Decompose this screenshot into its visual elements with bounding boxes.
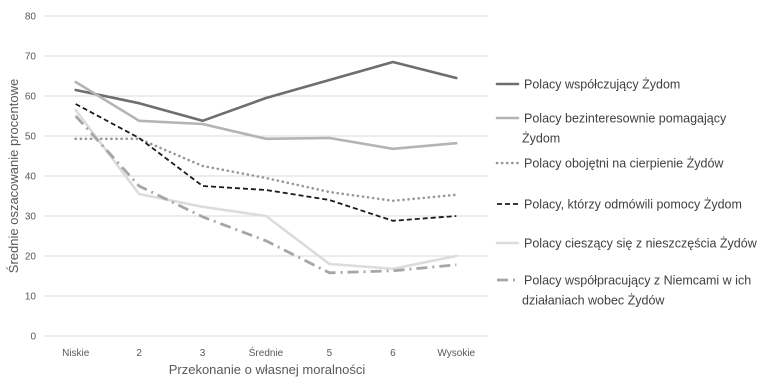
y-axis-title: Średnie oszacowanie procentowe: [6, 79, 21, 273]
legend-label: Polacy współczujący Żydom: [524, 78, 680, 92]
x-tick-label: Niskie: [62, 348, 90, 359]
y-tick-labels: 0 10 20 30 40 50 60 70 80: [25, 12, 37, 343]
legend-item: Polacy współczujący Żydom: [495, 78, 680, 92]
legend: Polacy współczujący Żydom Polacy bezinter…: [495, 78, 758, 308]
legend-label: Polacy bezinteresownie pomagający Żydom: [522, 112, 727, 146]
series-line-4: [75, 103, 457, 222]
y-tick-label: 30: [25, 212, 37, 223]
y-tick-label: 70: [25, 52, 37, 63]
x-tick-label: 6: [390, 348, 396, 359]
legend-item: Polacy bezinteresownie pomagający Żydom: [495, 112, 727, 146]
x-tick-label: 2: [136, 348, 142, 359]
series-line-5: [74, 108, 458, 271]
x-tick-label: 5: [327, 348, 333, 359]
y-tick-label: 80: [25, 12, 37, 23]
x-tick-label: 3: [200, 348, 206, 359]
x-tick-labels: Niskie 2 3 Średnie 5 6 Wysokie: [62, 346, 475, 359]
y-tick-label: 10: [25, 292, 37, 303]
series-line-6: [74, 115, 457, 275]
y-tick-label: 50: [25, 132, 37, 143]
gridlines: [44, 15, 488, 337]
y-tick-label: 60: [25, 92, 37, 103]
legend-label: Polacy współpracujący z Niemcami w ich dz…: [522, 274, 751, 308]
legend-item: Polacy współpracujący z Niemcami w ich dz…: [497, 274, 751, 308]
legend-label: Polacy obojętni na cierpienie Żydów: [524, 157, 724, 171]
legend-item: Polacy obojętni na cierpienie Żydów: [495, 157, 724, 171]
series-line-1: [74, 60, 458, 123]
y-tick-label: 20: [25, 252, 37, 263]
series-lines: [74, 60, 458, 275]
y-tick-label: 40: [25, 172, 37, 183]
legend-label: Polacy cieszący się z nieszczęścia Żydów: [524, 237, 758, 251]
x-axis-title: Przekonanie o własnej moralności: [169, 362, 366, 377]
legend-label: Polacy, którzy odmówili pomocy Żydom: [524, 198, 742, 212]
legend-item: Polacy cieszący się z nieszczęścia Żydów: [495, 237, 758, 251]
x-tick-label: Średnie: [249, 346, 284, 359]
x-tick-label: Wysokie: [437, 348, 475, 359]
series-line-3: [74, 137, 458, 203]
legend-item: Polacy, którzy odmówili pomocy Żydom: [497, 198, 742, 212]
y-tick-label: 0: [30, 332, 36, 343]
series-line-2: [74, 80, 458, 151]
